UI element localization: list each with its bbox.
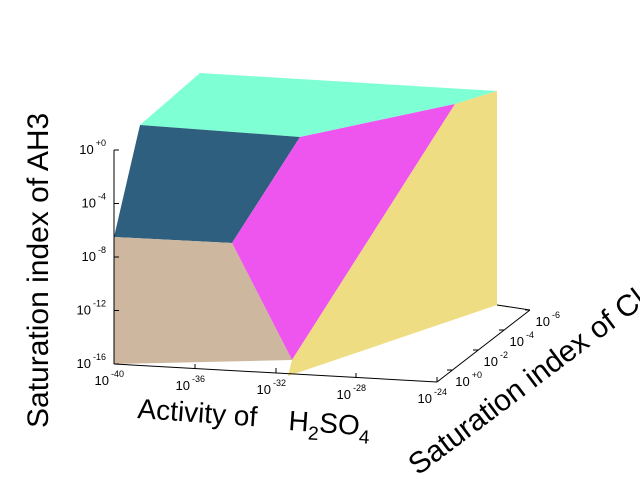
region-top-aquamarine	[140, 73, 497, 137]
y-tick-label-base: 10	[455, 374, 469, 389]
y-tick-label-exponent: -6	[552, 310, 560, 320]
z-tick-label-base: 10	[82, 196, 96, 211]
z-tick-label-exponent: -12	[93, 299, 106, 309]
y-tick-label-base: 10	[484, 354, 498, 369]
x-tick-label-exponent: -28	[353, 383, 366, 393]
x-tick-label: 10 -32	[257, 378, 286, 397]
region-magenta	[232, 104, 455, 360]
z-tick-label-exponent: +0	[96, 138, 106, 148]
z-tick-label: 10 -4	[82, 192, 106, 211]
x-axis-title-formula: H2SO4	[287, 405, 372, 449]
z-tick-label-base: 10	[77, 303, 91, 318]
x-tick-label-exponent: -32	[273, 378, 286, 388]
formula-subscript: 2	[307, 423, 319, 445]
x-tick-label-base: 10	[337, 387, 351, 402]
z-tick-label-base: 10	[79, 142, 93, 157]
formula-symbol: SO	[318, 407, 361, 441]
z-tick-label-exponent: -8	[98, 245, 106, 255]
x-tick-label: 10 -28	[337, 383, 366, 402]
y-tick-labels: 10+010-210-410-6	[455, 310, 560, 389]
x-tick-label-exponent: -36	[192, 374, 205, 384]
x-tick-label-base: 10	[176, 378, 190, 393]
z-tick-label-base: 10	[82, 249, 96, 264]
region-dark-slate-blue	[114, 125, 300, 243]
x-tick-label-base: 10	[257, 382, 271, 397]
formula-subscript: 4	[358, 427, 370, 449]
y-tick-label-base: 10	[536, 314, 550, 329]
z-axis-title: Saturation index of AH3	[22, 113, 55, 428]
surface	[114, 73, 497, 376]
y-tick-label: 10 -2	[484, 350, 508, 369]
x-tick-label: 10 -40	[95, 369, 124, 388]
x-axis-title: Activity of H2SO4	[137, 393, 372, 449]
y-tick-label: 10 -4	[510, 330, 534, 349]
formula-symbol: H	[288, 405, 310, 437]
z-tick-label-exponent: -4	[98, 192, 106, 202]
y-tick-label: 10 -6	[536, 310, 560, 329]
x-tick-label-exponent: -24	[434, 387, 447, 397]
x-tick-label-base: 10	[418, 391, 432, 406]
z-tick-label: 10 -16	[77, 352, 106, 371]
z-tick-label-exponent: -16	[93, 352, 106, 362]
x-tick-label: 10 -24	[418, 387, 447, 406]
x-tick-label-exponent: -40	[111, 369, 124, 379]
z-tick-label-base: 10	[77, 356, 91, 371]
z-tick-label: 10 -12	[77, 299, 106, 318]
z-tick-label: 10 -8	[82, 245, 106, 264]
y-tick-label-exponent: -4	[526, 330, 534, 340]
region-tan	[114, 237, 292, 364]
x-axis-title-prefix: Activity of	[137, 393, 259, 432]
region-khaki	[288, 91, 497, 376]
tick-marks	[113, 149, 530, 382]
z-tick-label: 10 +0	[79, 138, 106, 157]
y-tick-label: 10 +0	[455, 370, 482, 389]
y-axis-line	[436, 309, 531, 383]
x-tick-label: 10 -36	[176, 374, 205, 393]
back-x-axis-line	[496, 304, 531, 311]
y-tick-label-exponent: +0	[472, 370, 482, 380]
x-tick-label-base: 10	[95, 373, 109, 388]
y-tick-label-base: 10	[510, 334, 524, 349]
y-tick-label-exponent: -2	[500, 350, 508, 360]
